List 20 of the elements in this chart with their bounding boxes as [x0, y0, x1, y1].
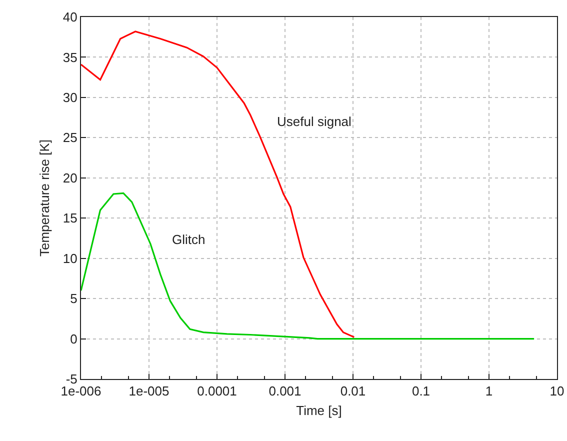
x-axis-title: Time [s] [296, 403, 342, 418]
x-tick-label: 10 [550, 384, 564, 399]
y-tick-label: 25 [62, 130, 78, 146]
y-tick-label: 0 [70, 331, 78, 346]
y-axis-title: Temperature rise [K] [36, 139, 52, 257]
annotation: Glitch [172, 232, 206, 247]
y-tick-label: 40 [62, 10, 78, 25]
y-tick-label: 30 [62, 90, 78, 105]
annotation: Useful signal [277, 114, 352, 129]
x-tick-label: 0.0001 [197, 384, 237, 399]
y-tick-label: 5 [70, 291, 78, 306]
y-tick-label: 35 [62, 50, 78, 65]
y-tick-label: 20 [62, 170, 78, 186]
y-tick-label: 10 [62, 250, 78, 266]
y-tick-label: 15 [62, 210, 78, 226]
x-tick-label: 1e-005 [128, 384, 170, 399]
x-tick-label: 1 [485, 384, 493, 399]
x-tick-label: 0.01 [340, 384, 366, 399]
x-tick-label: 0.1 [412, 384, 430, 399]
x-tick-label: 0.001 [268, 384, 302, 399]
